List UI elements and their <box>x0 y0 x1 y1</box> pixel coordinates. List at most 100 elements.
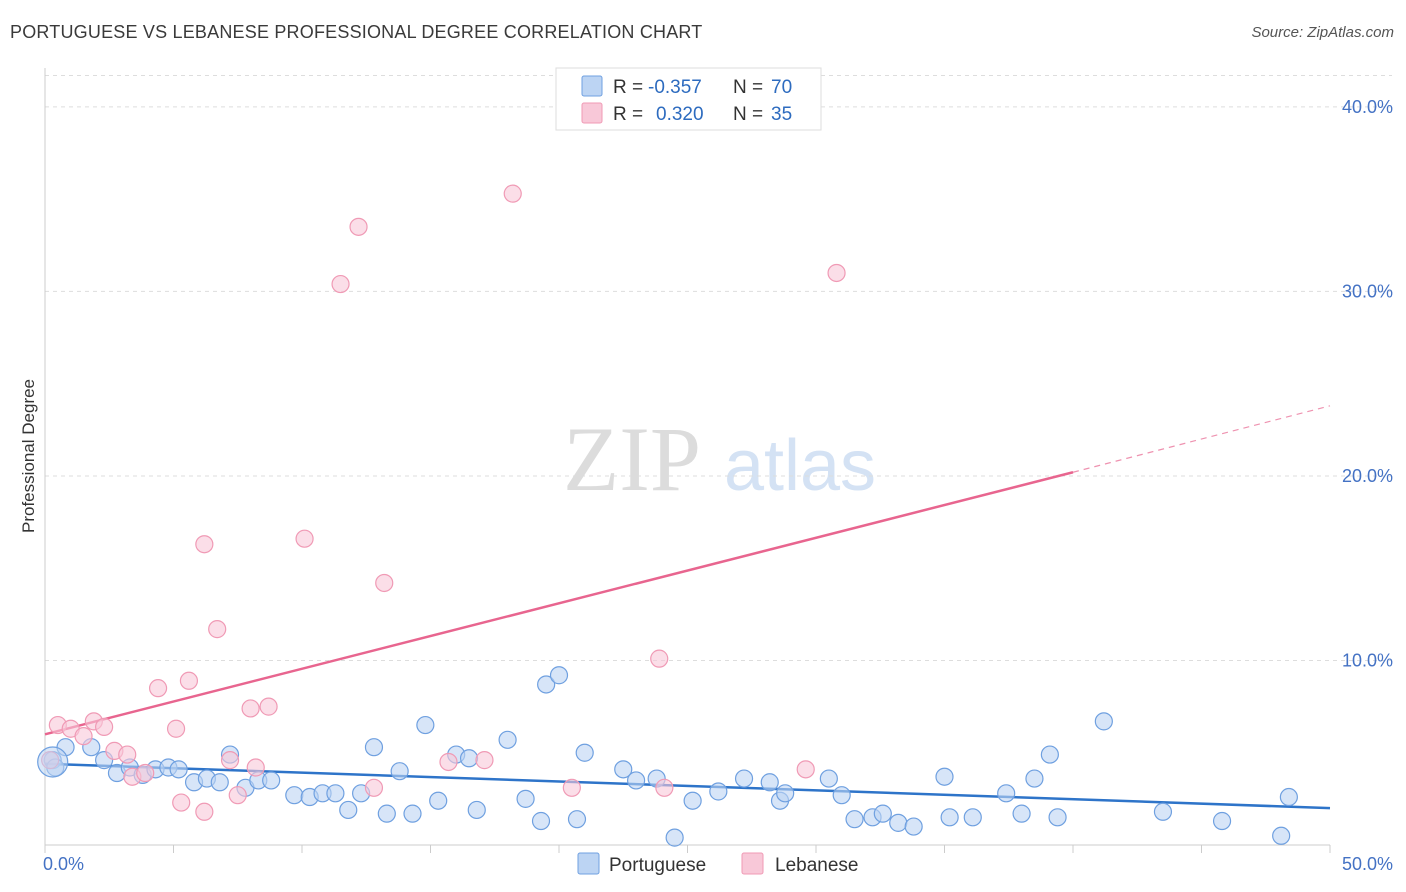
point-lebanese-33 <box>796 760 815 779</box>
point-portuguese-69 <box>1279 787 1298 807</box>
point-portuguese-22 <box>339 800 358 820</box>
point-portuguese-31 <box>459 749 479 768</box>
point-lebanese-5 <box>95 717 114 737</box>
point-lebanese-26 <box>375 573 394 593</box>
point-portuguese-38 <box>567 810 587 829</box>
point-lebanese-12 <box>172 793 191 812</box>
point-portuguese-58 <box>940 808 959 827</box>
legend-r-label-2: R = <box>613 104 643 125</box>
source-label: Source: ZipAtlas.com <box>1251 24 1394 41</box>
point-portuguese-47 <box>760 773 779 792</box>
point-portuguese-45 <box>709 782 728 801</box>
point-portuguese-39 <box>575 743 594 762</box>
bottom-legend-swatch-portuguese <box>577 852 600 875</box>
point-lebanese-31 <box>650 649 669 668</box>
point-lebanese-22 <box>295 529 314 548</box>
point-portuguese-65 <box>1094 712 1113 731</box>
y-tick-label-3: 40.0% <box>1342 97 1393 117</box>
bottom-legend-swatch-lebanese <box>741 852 764 875</box>
point-lebanese-19 <box>241 699 260 718</box>
point-lebanese-11 <box>166 719 186 738</box>
watermark-zip: ZIP <box>563 408 701 510</box>
point-lebanese-15 <box>195 535 214 554</box>
point-lebanese-9 <box>136 763 155 783</box>
point-portuguese-56 <box>904 817 923 836</box>
point-portuguese-54 <box>873 804 892 823</box>
point-lebanese-25 <box>364 778 384 797</box>
point-portuguese-28 <box>416 715 435 735</box>
point-portuguese-51 <box>832 786 851 805</box>
trend-line-extension-lebanese <box>1072 405 1331 473</box>
series-legend: Portuguese Lebanese <box>577 852 858 876</box>
point-lebanese-32 <box>655 778 674 797</box>
point-portuguese-43 <box>665 828 684 847</box>
point-lebanese-17 <box>220 751 240 770</box>
point-portuguese-46 <box>734 769 754 788</box>
y-tick-label-1: 20.0% <box>1342 466 1393 486</box>
point-portuguese-68 <box>1272 826 1291 845</box>
point-portuguese-27 <box>403 804 422 823</box>
point-portuguese-59 <box>963 808 982 827</box>
point-portuguese-36 <box>537 675 556 694</box>
gridlines <box>45 75 1392 661</box>
trend-line-lebanese <box>44 471 1074 736</box>
point-portuguese-50 <box>819 769 838 788</box>
point-portuguese-26 <box>390 762 409 781</box>
legend-r-value-1: -0.357 <box>648 77 702 98</box>
y-tick-label-2: 30.0% <box>1342 281 1393 301</box>
point-lebanese-16 <box>208 620 227 639</box>
point-lebanese-21 <box>259 697 278 716</box>
chart-title: PORTUGUESE VS LEBANESE PROFESSIONAL DEGR… <box>10 22 703 42</box>
point-lebanese-34 <box>827 263 846 283</box>
point-portuguese-67 <box>1212 811 1232 831</box>
bottom-legend-label-lebanese: Lebanese <box>775 855 858 876</box>
point-portuguese-10 <box>169 760 188 779</box>
point-portuguese-44 <box>683 791 702 810</box>
point-portuguese-61 <box>1012 804 1031 823</box>
point-lebanese-3 <box>74 727 93 746</box>
point-portuguese-34 <box>516 789 535 808</box>
y-axis-label: Professional Degree <box>19 379 38 533</box>
data-points <box>37 184 1298 847</box>
point-portuguese-63 <box>1040 745 1059 764</box>
point-lebanese-30 <box>562 778 581 797</box>
axes <box>44 68 1331 853</box>
point-lebanese-28 <box>475 751 494 770</box>
legend-n-label-2: N = <box>733 104 763 125</box>
point-lebanese-24 <box>349 217 368 236</box>
point-portuguese-60 <box>997 784 1016 803</box>
point-portuguese-18 <box>285 786 304 805</box>
point-lebanese-18 <box>228 786 247 805</box>
point-portuguese-37 <box>549 666 569 685</box>
point-lebanese-14 <box>195 802 214 821</box>
x-tick-labels: 0.0% 50.0% <box>43 854 1393 874</box>
point-lebanese-7 <box>118 745 137 764</box>
point-portuguese-29 <box>429 791 448 810</box>
point-portuguese-57 <box>935 767 954 786</box>
point-portuguese-49 <box>776 784 795 803</box>
legend-r-value-2: 0.320 <box>656 104 704 125</box>
point-portuguese-13 <box>210 773 229 792</box>
point-portuguese-64 <box>1048 808 1067 827</box>
point-portuguese-33 <box>498 730 517 749</box>
point-portuguese-32 <box>467 800 486 820</box>
legend-n-label-1: N = <box>733 77 763 98</box>
point-portuguese-17 <box>262 771 281 790</box>
point-lebanese-27 <box>439 752 458 772</box>
legend-swatch-lebanese <box>581 102 603 124</box>
point-lebanese-13 <box>179 671 199 690</box>
x-tick-label-0: 0.0% <box>43 854 84 874</box>
legend-r-label-1: R = <box>613 77 643 98</box>
correlation-legend: R = -0.357 N = 70 R = 0.320 N = 35 <box>555 67 822 131</box>
legend-swatch-portuguese <box>581 75 603 97</box>
point-portuguese-35 <box>531 811 551 831</box>
point-portuguese-55 <box>889 813 908 832</box>
point-portuguese-66 <box>1153 802 1173 821</box>
legend-n-value-2: 35 <box>771 104 792 125</box>
legend-n-value-1: 70 <box>771 77 792 98</box>
y-tick-label-0: 10.0% <box>1342 650 1393 670</box>
point-portuguese-62 <box>1025 769 1044 788</box>
point-portuguese-52 <box>845 810 864 829</box>
point-lebanese-10 <box>148 679 168 698</box>
